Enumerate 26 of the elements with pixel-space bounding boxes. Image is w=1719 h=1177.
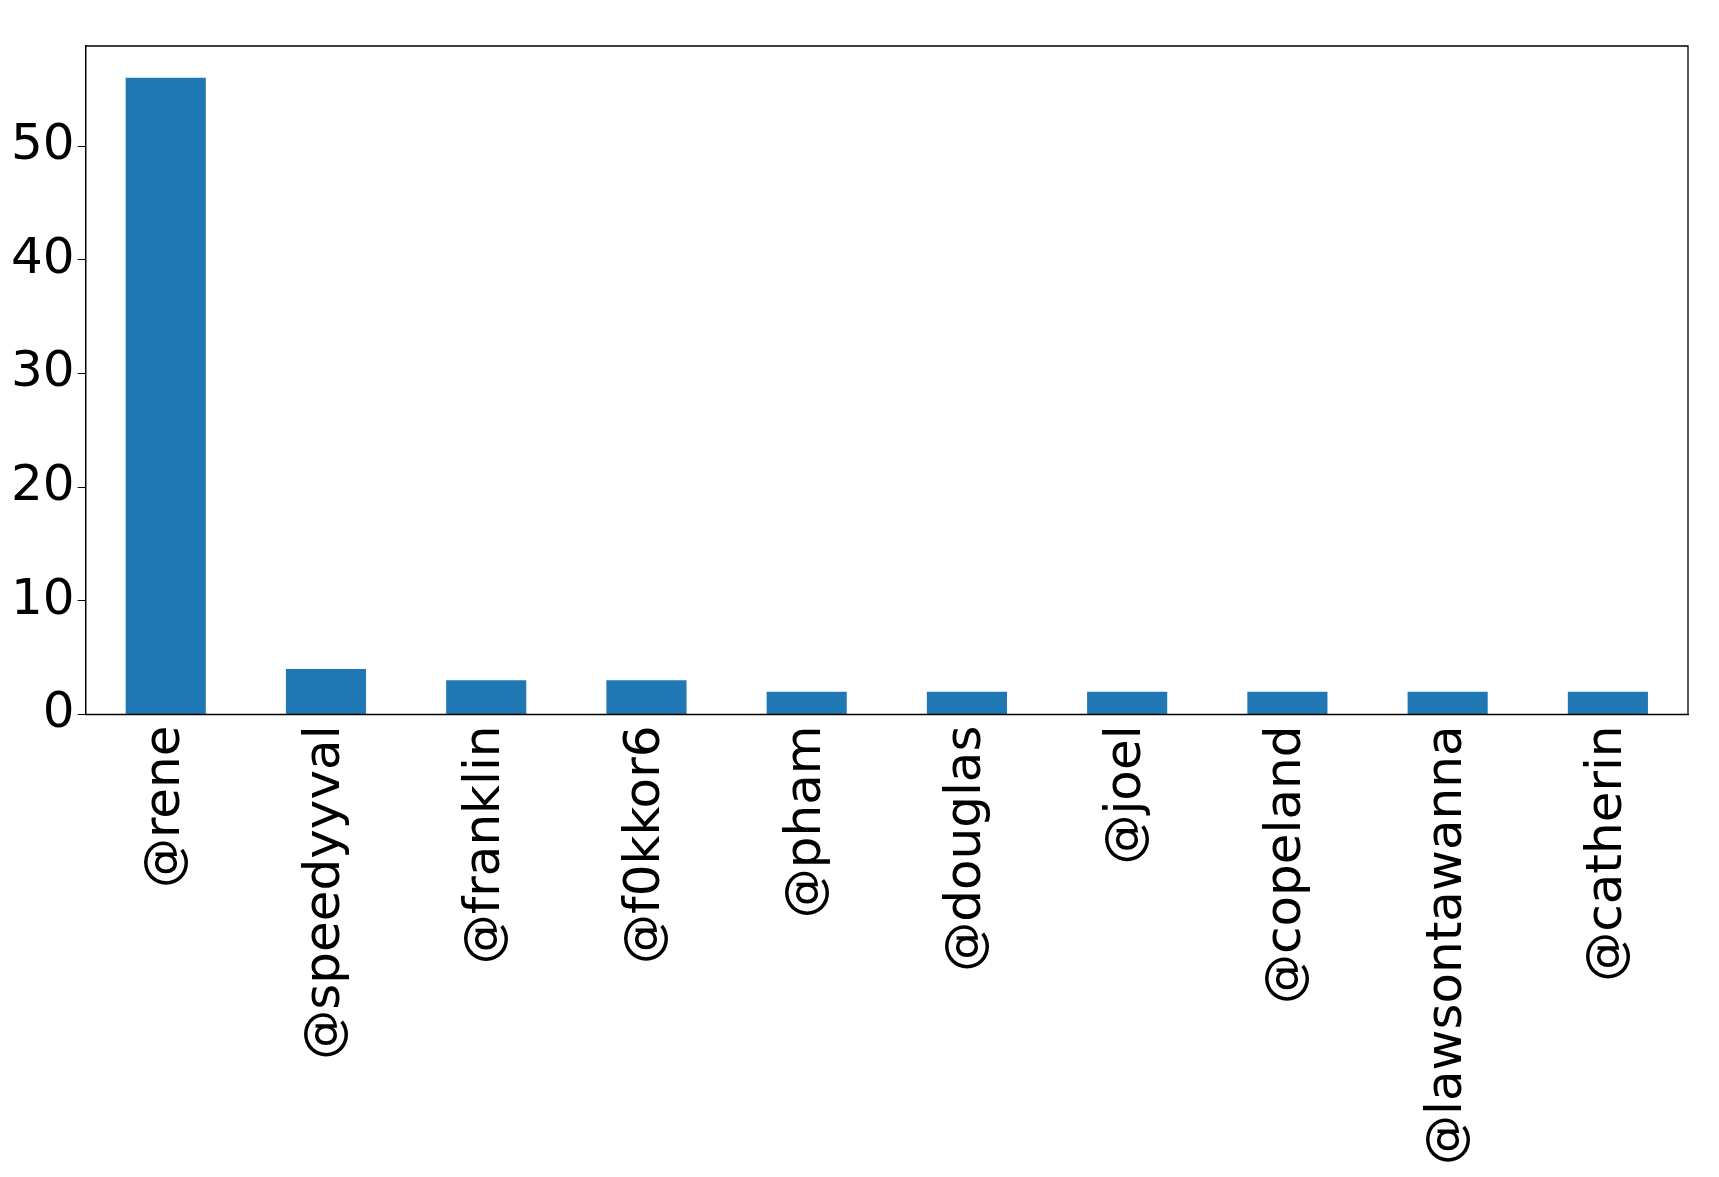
x-tick-label: @lawsontawanna (1414, 725, 1473, 1166)
y-tick-label: 30 (11, 340, 75, 399)
y-tick-label: 50 (11, 113, 75, 172)
bar (1247, 691, 1328, 714)
bar (926, 691, 1007, 714)
x-tick-label: @f0kkor6 (613, 725, 672, 964)
x-tick-label: @speedyyval (292, 725, 351, 1060)
bar (1407, 691, 1488, 714)
bar (1087, 691, 1168, 714)
y-tick-label: 0 (42, 681, 75, 740)
y-tick-label: 20 (11, 454, 75, 513)
x-tick-label: @copeland (1254, 725, 1313, 1004)
y-tick-label: 10 (11, 567, 75, 626)
bar (125, 77, 206, 714)
bar (1567, 691, 1648, 714)
x-tick-label: @rene (132, 725, 191, 889)
x-tick-label: @pham (773, 725, 832, 919)
x-tick-label: @catherin (1574, 725, 1633, 982)
x-tick-label: @douglas (933, 725, 992, 972)
x-tick-label: @franklin (453, 725, 512, 965)
x-tick-label: @joel (1094, 725, 1153, 865)
bar (446, 680, 527, 714)
bar (285, 668, 367, 714)
y-tick-label: 40 (11, 226, 75, 285)
bar (606, 680, 687, 714)
bar (766, 691, 847, 714)
